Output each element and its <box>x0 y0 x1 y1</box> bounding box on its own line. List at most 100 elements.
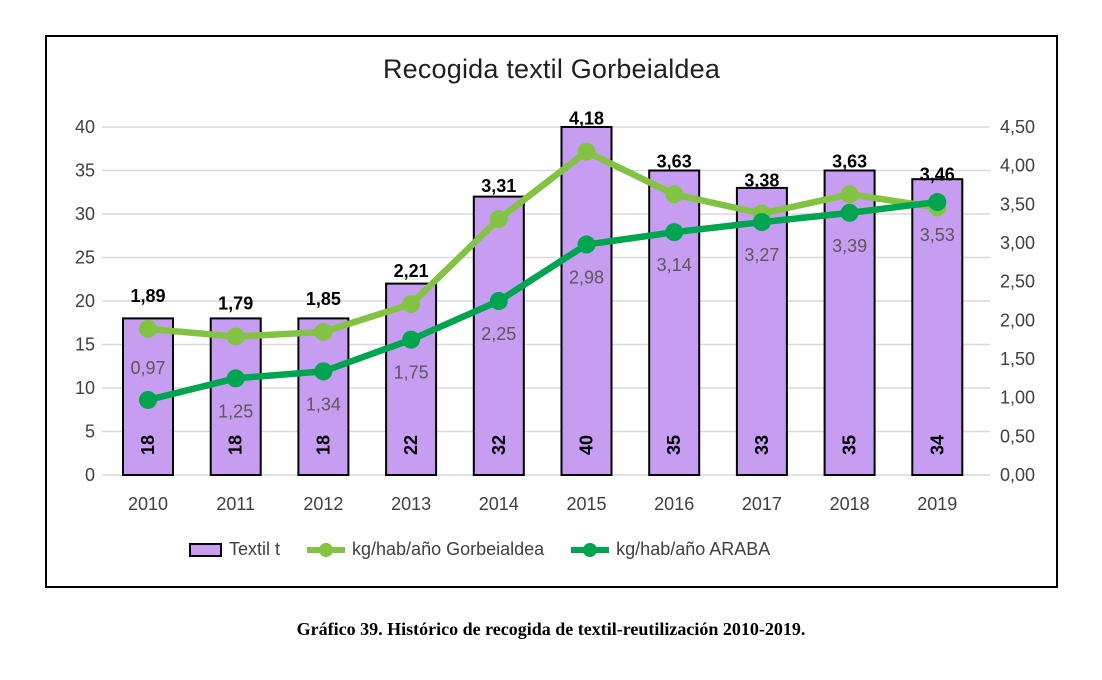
line-marker-series-1 <box>928 193 947 212</box>
bar-value-label: 35 <box>840 435 860 455</box>
line-marker-series-1 <box>840 203 859 222</box>
right-axis-tick-label: 0,50 <box>1000 426 1035 446</box>
gorbeialdea-data-label: 3,63 <box>657 151 692 171</box>
x-axis-year-label: 2013 <box>391 494 431 514</box>
legend-label-textil: Textil t <box>229 539 281 559</box>
x-axis-year-label: 2019 <box>917 494 957 514</box>
line-marker-series-1 <box>577 235 596 254</box>
araba-data-label: 1,34 <box>306 394 341 414</box>
legend-bar-swatch-icon <box>189 542 222 557</box>
x-axis-year-label: 2014 <box>479 494 519 514</box>
x-axis-year-label: 2010 <box>128 494 168 514</box>
right-axis-tick-label: 2,50 <box>1000 272 1035 292</box>
bar-2016 <box>648 169 701 476</box>
bar-2015 <box>560 126 613 476</box>
left-axis-tick-label: 30 <box>75 204 95 224</box>
gorbeialdea-data-label: 4,18 <box>569 109 604 129</box>
gorbeialdea-data-label: 1,89 <box>130 286 165 306</box>
right-axis-tick-label: 1,50 <box>1000 349 1035 369</box>
right-axis-tick-label: 3,50 <box>1000 194 1035 214</box>
x-axis-year-label: 2015 <box>566 494 606 514</box>
right-axis-tick-label: 4,00 <box>1000 156 1035 176</box>
gorbeialdea-data-label: 2,21 <box>394 261 429 281</box>
left-axis-tick-label: 40 <box>75 117 95 137</box>
bar-value-label: 33 <box>752 435 772 455</box>
x-axis-year-label: 2012 <box>303 494 343 514</box>
bar-value-label: 18 <box>226 435 246 455</box>
bar-2014 <box>472 195 525 476</box>
line-marker-series-0 <box>665 185 684 204</box>
left-axis-tick-label: 0 <box>85 465 95 485</box>
figure-caption: Gráfico 39. Histórico de recogida de tex… <box>296 619 806 639</box>
araba-data-label: 3,39 <box>832 236 867 256</box>
araba-data-label: 1,25 <box>218 401 253 421</box>
line-marker-series-1 <box>314 362 333 381</box>
bar-value-label: 18 <box>138 435 158 455</box>
line-marker-series-0 <box>226 327 245 346</box>
gorbeialdea-data-label: 3,31 <box>481 176 516 196</box>
legend-item-gorbeialdea: kg/hab/año Gorbeialdea <box>307 539 544 560</box>
legend-line-swatch-gorbeialdea-icon <box>307 542 346 558</box>
left-axis-tick-label: 15 <box>75 335 95 355</box>
line-marker-series-0 <box>489 210 508 229</box>
x-axis-year-label: 2017 <box>742 494 782 514</box>
line-marker-series-0 <box>139 319 157 338</box>
line-marker-series-1 <box>752 213 771 232</box>
bar-value-label: 34 <box>927 435 947 455</box>
araba-data-label: 3,53 <box>920 225 955 245</box>
gorbeialdea-data-label: 1,85 <box>306 289 341 309</box>
araba-data-label: 1,75 <box>394 363 429 383</box>
x-axis-year-label: 2016 <box>654 494 694 514</box>
line-marker-series-0 <box>577 142 596 161</box>
legend: Textil t kg/hab/año Gorbeialdea kg/hab/a… <box>189 539 770 560</box>
bar-2012 <box>297 317 350 476</box>
line-series-1 <box>144 198 941 404</box>
line-series-0 <box>144 148 941 340</box>
araba-data-label: 2,98 <box>569 268 604 288</box>
gorbeialdea-data-label: 3,38 <box>744 171 779 191</box>
left-axis-tick-label: 5 <box>85 422 95 442</box>
right-axis-tick-label: 3,00 <box>1000 233 1035 253</box>
bar-value-label: 35 <box>664 435 684 455</box>
chart-frame: 18 18 18 22 32 40 35 33 35 34 1,89 1,79 1,85 2,21 3,31… <box>45 35 1058 588</box>
x-axis-year-label: 2011 <box>216 494 255 514</box>
line-marker-series-1 <box>489 292 508 310</box>
gorbeialdea-data-label: 3,63 <box>832 151 867 171</box>
bar-value-label: 32 <box>489 435 509 455</box>
gorbeialdea-data-label: 3,46 <box>920 164 955 184</box>
gorbeialdea-data-label: 1,79 <box>218 294 253 314</box>
right-axis-tick-label: 2,00 <box>1000 310 1035 330</box>
x-axis-year-label: 2018 <box>830 494 870 514</box>
bar-value-label: 22 <box>401 435 421 455</box>
legend-label-araba: kg/hab/año ARABA <box>616 539 771 559</box>
bar-value-label: 40 <box>577 435 597 455</box>
left-axis-tick-label: 25 <box>75 248 95 268</box>
araba-data-label: 3,27 <box>744 245 779 265</box>
legend-line-swatch-araba-icon <box>571 542 610 558</box>
line-marker-series-0 <box>314 322 333 341</box>
plot-area: 18 18 18 22 32 40 35 33 35 34 1,89 1,79 1,85 2,21 3,31… <box>75 109 1035 514</box>
left-axis-tick-label: 10 <box>75 378 95 398</box>
line-marker-series-1 <box>665 223 684 242</box>
legend-label-gorbeialdea: kg/hab/año Gorbeialdea <box>352 539 545 559</box>
right-axis-tick-label: 4,50 <box>1000 117 1035 137</box>
legend-item-araba: kg/hab/año ARABA <box>571 539 770 560</box>
legend-item-textil: Textil t <box>189 539 280 560</box>
right-axis-tick-label: 0,00 <box>1000 465 1035 485</box>
bar-2019 <box>911 178 964 476</box>
line-marker-series-1 <box>226 369 245 388</box>
araba-data-label: 2,25 <box>481 324 516 344</box>
left-axis-tick-label: 20 <box>75 291 95 311</box>
bar-2017 <box>735 186 788 476</box>
chart-title: Recogida textil Gorbeialdea <box>382 54 721 84</box>
bar-2013 <box>385 282 438 476</box>
araba-data-label: 0,97 <box>130 358 165 378</box>
line-marker-series-1 <box>402 330 421 349</box>
line-marker-series-1 <box>139 390 157 409</box>
line-marker-series-0 <box>840 185 859 204</box>
bar-value-label: 18 <box>313 435 333 455</box>
left-axis-tick-label: 35 <box>75 161 95 181</box>
line-marker-series-0 <box>402 295 421 314</box>
right-axis-tick-label: 1,00 <box>1000 388 1035 408</box>
araba-data-label: 3,14 <box>657 255 692 275</box>
